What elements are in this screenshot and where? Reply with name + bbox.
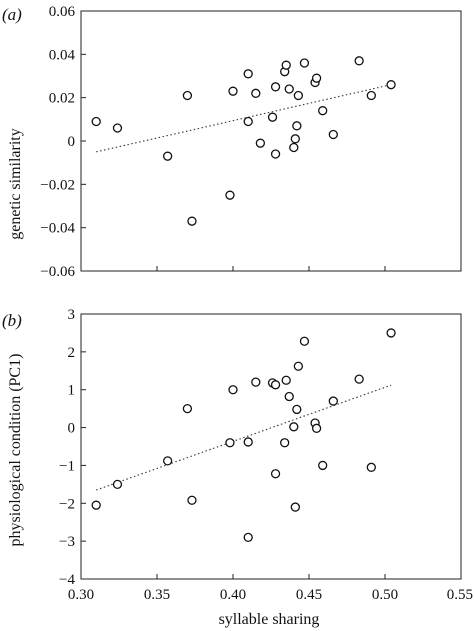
data-point — [187, 216, 197, 226]
data-point — [280, 438, 290, 448]
data-point — [281, 60, 291, 70]
y-tick-label: −3 — [59, 534, 75, 550]
data-point — [311, 423, 322, 433]
data-point — [182, 90, 193, 101]
panel-b-label: (b) — [2, 311, 22, 330]
data-point — [386, 328, 396, 338]
y-tick-label: 2 — [68, 345, 76, 361]
y-tick-label: −0.02 — [40, 177, 75, 193]
data-point — [270, 469, 281, 479]
data-point — [290, 134, 300, 144]
data-point — [182, 403, 193, 414]
data-point — [255, 138, 266, 148]
data-point — [162, 456, 173, 466]
data-point — [292, 121, 302, 131]
data-point — [228, 385, 238, 395]
y-tick-label: −2 — [59, 496, 75, 512]
y-tick-label: 0 — [68, 421, 76, 437]
data-point — [311, 73, 322, 83]
data-point — [290, 502, 300, 512]
x-tick-label: 0.55 — [447, 587, 473, 603]
y-tick-label: −0.06 — [40, 264, 75, 280]
data-point — [270, 149, 281, 159]
data-point — [284, 84, 294, 94]
data-point — [354, 374, 364, 384]
x-tick-label: 0.40 — [220, 587, 246, 603]
panel-b: −4 −3 −2 −1 0 1 2 3 0.30 0.35 0.40 0.45 0.50 0.55 — [59, 307, 473, 603]
data-point — [112, 123, 123, 133]
y-tick-label: 3 — [68, 307, 76, 323]
data-point — [243, 116, 253, 127]
data-point — [281, 375, 291, 385]
trend-line — [96, 384, 392, 491]
y-tick-label: 0.06 — [49, 4, 76, 20]
data-point — [289, 422, 299, 432]
panel-b-ylabel: physiological condition (PC1) — [7, 354, 24, 547]
data-point — [366, 90, 376, 101]
y-tick-label: 0.04 — [49, 47, 76, 63]
data-point — [299, 336, 310, 346]
data-point — [354, 56, 364, 66]
data-point — [187, 495, 197, 505]
data-point — [243, 69, 253, 79]
panel-a-label: (a) — [2, 5, 22, 24]
data-point — [366, 462, 376, 472]
data-point — [251, 377, 261, 387]
plot-frame — [80, 10, 462, 272]
panel-a: −0.06 −0.04 −0.02 0 0.02 0.04 0.06 — [40, 4, 462, 280]
data-point — [225, 438, 235, 448]
y-tick-label: −1 — [59, 458, 75, 474]
data-point — [318, 106, 328, 116]
x-axis-label: syllable sharing — [219, 611, 320, 628]
x-tick-label: 0.30 — [68, 587, 94, 603]
data-point — [293, 361, 304, 371]
data-point — [91, 500, 101, 510]
data-point — [293, 90, 304, 101]
data-point — [225, 190, 235, 200]
data-point — [267, 112, 278, 122]
y-tick-label: 1 — [68, 383, 76, 399]
y-tick-label: −0.04 — [40, 221, 75, 237]
data-point — [292, 404, 302, 415]
y-tick-label: 0.02 — [49, 91, 75, 107]
data-point — [270, 380, 281, 390]
data-point — [328, 129, 338, 140]
data-point — [112, 479, 123, 490]
y-tick-label: −4 — [59, 572, 75, 588]
data-point — [243, 437, 253, 447]
data-point — [318, 460, 328, 471]
data-point — [284, 391, 294, 402]
data-point — [251, 88, 261, 98]
data-point — [289, 142, 299, 153]
panel-a-ylabel: genetic similarity — [7, 128, 24, 240]
data-point — [299, 58, 310, 68]
x-tick-label: 0.45 — [296, 587, 322, 603]
x-tick-label: 0.50 — [372, 587, 398, 603]
x-tick-label: 0.35 — [144, 587, 170, 603]
data-point — [243, 532, 253, 543]
data-point — [328, 396, 338, 406]
y-tick-label: 0 — [68, 134, 76, 150]
plot-frame — [80, 313, 462, 580]
data-point — [270, 82, 281, 92]
data-point — [228, 86, 238, 96]
data-point — [386, 80, 396, 90]
data-point — [91, 116, 101, 127]
trend-line — [96, 84, 392, 153]
data-point — [162, 151, 173, 161]
